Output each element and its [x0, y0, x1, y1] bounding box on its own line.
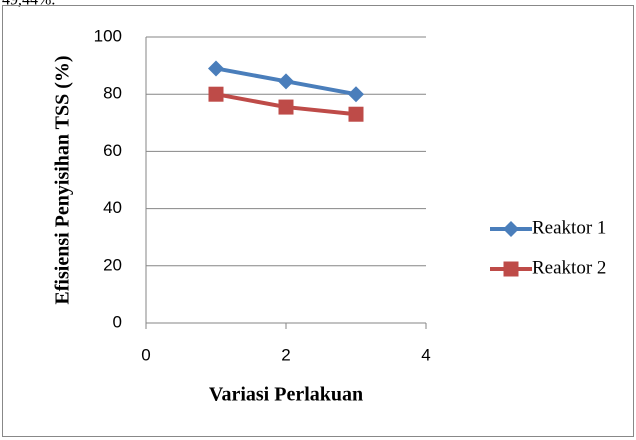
x-tick-label: 2 [281, 345, 290, 364]
y-axis-title: Efisiensi Penyisihan TSS (%) [52, 55, 74, 304]
marker [278, 73, 294, 90]
y-tick-label: 60 [103, 141, 122, 160]
y-tick-label: 40 [103, 198, 122, 217]
marker [208, 86, 224, 102]
legend-marker [503, 261, 519, 277]
marker [278, 99, 294, 115]
annotation: 49,44%. [2, 0, 55, 9]
marker [348, 86, 364, 103]
legend-label: Reaktor 2 [532, 257, 606, 278]
y-tick-label: 80 [103, 84, 122, 103]
chart-border [2, 5, 634, 437]
legend-label: Reaktor 1 [532, 217, 606, 238]
x-tick-label: 4 [421, 345, 430, 364]
legend-marker [503, 221, 519, 237]
marker [208, 60, 224, 77]
x-tick-label: 0 [141, 345, 150, 364]
y-tick-label: 20 [103, 255, 122, 274]
x-axis-title: Variasi Perlakuan [209, 384, 363, 406]
marker [348, 106, 364, 122]
y-tick-label: 100 [94, 26, 122, 45]
y-tick-label: 0 [113, 312, 122, 331]
